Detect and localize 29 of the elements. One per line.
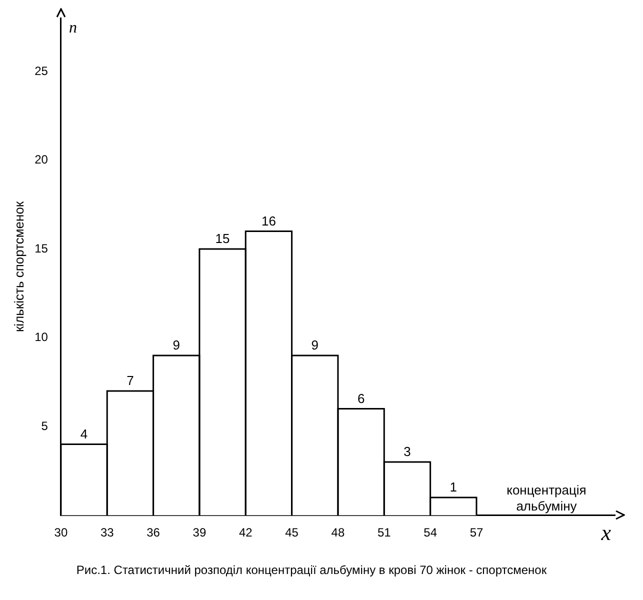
- x-tick-label: 51: [377, 526, 392, 540]
- x-tick-label: 54: [424, 526, 438, 540]
- y-axis-title: кількість спортсменок: [11, 201, 26, 332]
- data-label: 1: [450, 480, 458, 495]
- x-tick-label: 45: [285, 526, 299, 540]
- annotation: n: [68, 19, 77, 36]
- data-label: 9: [172, 338, 180, 353]
- x-tick-label: 33: [100, 526, 114, 540]
- x-axis-title: концентрація альбуміну: [506, 482, 586, 514]
- data-label: 7: [126, 373, 134, 388]
- y-tick-label: 15: [34, 241, 48, 256]
- x-tick-label: 30: [54, 526, 68, 540]
- data-label: 15: [215, 231, 230, 246]
- y-tick-label: 10: [34, 330, 48, 344]
- data-label: 3: [404, 444, 411, 460]
- text: Рис.1. Статистичний розподіл концентрації альбуміну в крові 70 жінок - спортсменок: [76, 563, 548, 578]
- x-tick-label: 42: [238, 526, 253, 540]
- x-tick-label: 48: [331, 526, 345, 540]
- y-tick-label: 20: [34, 152, 48, 167]
- data-label: 4: [80, 426, 88, 442]
- data-label: 16: [261, 213, 276, 228]
- data-label: 9: [311, 338, 319, 353]
- text: x: [600, 520, 612, 545]
- x-tick-label: 57: [470, 526, 484, 540]
- data-label: 6: [357, 390, 365, 406]
- y-tick-label: 5: [41, 418, 48, 433]
- x-tick-label: 39: [192, 526, 206, 540]
- x-tick-label: 36: [146, 526, 160, 540]
- y-tick-label: 25: [34, 64, 48, 78]
